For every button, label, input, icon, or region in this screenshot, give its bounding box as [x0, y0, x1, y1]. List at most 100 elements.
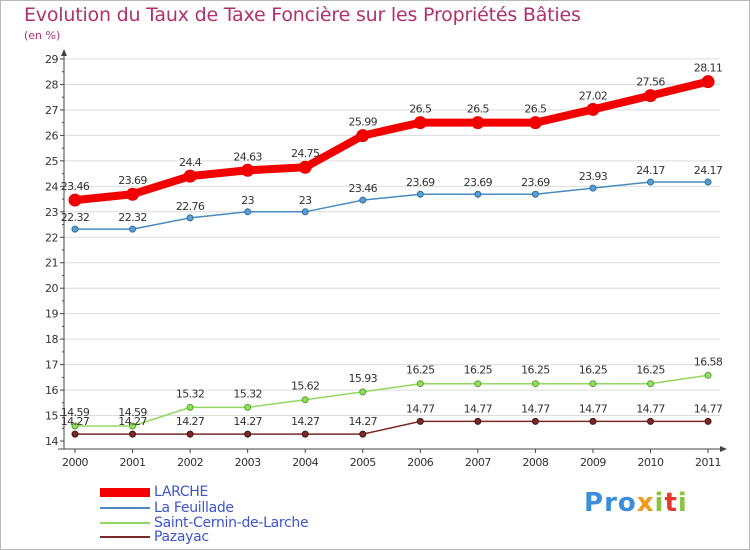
- data-point: [416, 417, 424, 425]
- logo-letter: P: [584, 488, 605, 518]
- legend-label-saint-cernin-de-larche: Saint-Cernin-de-Larche: [154, 515, 309, 531]
- y-tick-label: 28: [45, 78, 58, 91]
- y-tick-label: 26: [45, 129, 58, 142]
- data-point: [416, 380, 424, 388]
- data-label: 25.99: [349, 116, 378, 129]
- data-point: [647, 417, 654, 425]
- data-label: 15.32: [176, 387, 205, 400]
- x-tick-label: 2001: [120, 456, 146, 469]
- data-point: [71, 430, 79, 438]
- data-label: 15.62: [291, 380, 320, 393]
- data-label: 23.69: [406, 176, 435, 189]
- data-point: [413, 116, 427, 130]
- series-line-pazayac: [74, 420, 709, 435]
- logo-letter: t: [664, 488, 678, 518]
- data-point: [531, 380, 539, 388]
- series-line-la-feuillade: [74, 181, 709, 230]
- data-point: [71, 225, 79, 233]
- data-label: 23.93: [579, 170, 608, 183]
- data-point: [531, 417, 539, 425]
- legend-item-la-feuillade[interactable]: La Feuillade: [100, 500, 234, 516]
- y-tick-label: 21: [45, 257, 58, 270]
- data-point: [704, 417, 712, 425]
- data-label: 28.11: [694, 62, 723, 75]
- data-point: [647, 380, 654, 388]
- chart-unit: (en %): [24, 29, 61, 42]
- data-label: 24.63: [233, 150, 262, 163]
- y-tick-label: 16: [45, 384, 58, 397]
- legend-swatch-saint-cernin-de-larche: [100, 522, 150, 524]
- data-point: [531, 190, 539, 198]
- logo-letter: i: [677, 488, 688, 518]
- x-tick-label: 2007: [465, 456, 491, 469]
- data-label: 14.59: [61, 406, 90, 419]
- data-point: [589, 184, 597, 192]
- x-tick-label: 2010: [638, 456, 664, 469]
- data-label: 22.32: [61, 211, 90, 224]
- chart-title: Evolution du Taux de Taxe Foncière sur l…: [24, 4, 581, 26]
- data-label: 16.25: [636, 364, 665, 377]
- data-label: 26.5: [409, 103, 432, 116]
- data-label: 24.17: [694, 164, 723, 177]
- y-tick-label: 29: [45, 53, 58, 66]
- legend-item-pazayac[interactable]: Pazayac: [100, 529, 209, 545]
- data-point: [126, 187, 140, 201]
- data-point: [244, 403, 252, 411]
- x-tick-label: 2003: [235, 456, 261, 469]
- data-point: [589, 380, 597, 388]
- x-tick-label: 2005: [350, 456, 376, 469]
- legend-swatch-pazayac: [100, 536, 150, 538]
- legend-item-larche[interactable]: LARCHE: [100, 484, 209, 500]
- legend-item-saint-cernin-de-larche[interactable]: Saint-Cernin-de-Larche: [100, 515, 309, 531]
- data-label: 23.69: [118, 174, 147, 187]
- x-tick-label: 2004: [292, 456, 318, 469]
- proxiti-logo: Proxiti: [584, 488, 688, 518]
- x-tick-label: 2008: [522, 456, 548, 469]
- legend-swatch-la-feuillade: [100, 507, 150, 509]
- data-label: 14.77: [694, 402, 723, 415]
- data-point: [474, 417, 482, 425]
- data-point: [68, 193, 82, 207]
- data-point: [129, 430, 137, 438]
- data-label: 23: [299, 194, 312, 207]
- data-point: [298, 160, 312, 174]
- data-label: 22.76: [176, 200, 205, 213]
- y-tick-label: 17: [45, 359, 58, 372]
- data-point: [704, 178, 712, 186]
- x-tick-label: 2000: [62, 456, 88, 469]
- data-label: 14.27: [176, 415, 205, 428]
- data-label: 24.17: [636, 164, 665, 177]
- logo-letter: o: [617, 488, 637, 518]
- data-label: 14.77: [406, 402, 435, 415]
- data-label: 23.46: [349, 182, 378, 195]
- y-tick-label: 19: [45, 308, 58, 321]
- data-label: 15.93: [349, 372, 378, 385]
- x-tick-label: 2009: [580, 456, 606, 469]
- data-point: [704, 371, 712, 379]
- data-label: 14.27: [233, 415, 262, 428]
- data-label: 27.56: [636, 76, 665, 89]
- data-label: 14.27: [118, 415, 147, 428]
- x-tick-label: 2002: [177, 456, 203, 469]
- y-tick-label: 27: [45, 104, 58, 117]
- data-point: [129, 225, 137, 233]
- data-label: 16.25: [579, 364, 608, 377]
- data-point: [129, 422, 137, 430]
- data-point: [244, 430, 252, 438]
- legend-label-la-feuillade: La Feuillade: [154, 500, 234, 516]
- data-label: 16.25: [464, 364, 493, 377]
- legend-swatch-larche: [100, 487, 150, 497]
- x-tick-label: 2006: [407, 456, 433, 469]
- data-label: 15.32: [233, 387, 262, 400]
- data-label: 14.77: [636, 402, 665, 415]
- legend-label-larche: LARCHE: [154, 484, 209, 500]
- y-tick-label: 15: [45, 410, 58, 423]
- y-tick-label: 14: [45, 435, 58, 448]
- data-label: 14.27: [291, 415, 320, 428]
- data-label: 16.58: [694, 355, 723, 368]
- data-point: [589, 417, 597, 425]
- data-label: 26.5: [524, 103, 547, 116]
- data-label: 14.77: [579, 402, 608, 415]
- y-axis-arrow: [61, 49, 67, 56]
- data-point: [301, 208, 309, 216]
